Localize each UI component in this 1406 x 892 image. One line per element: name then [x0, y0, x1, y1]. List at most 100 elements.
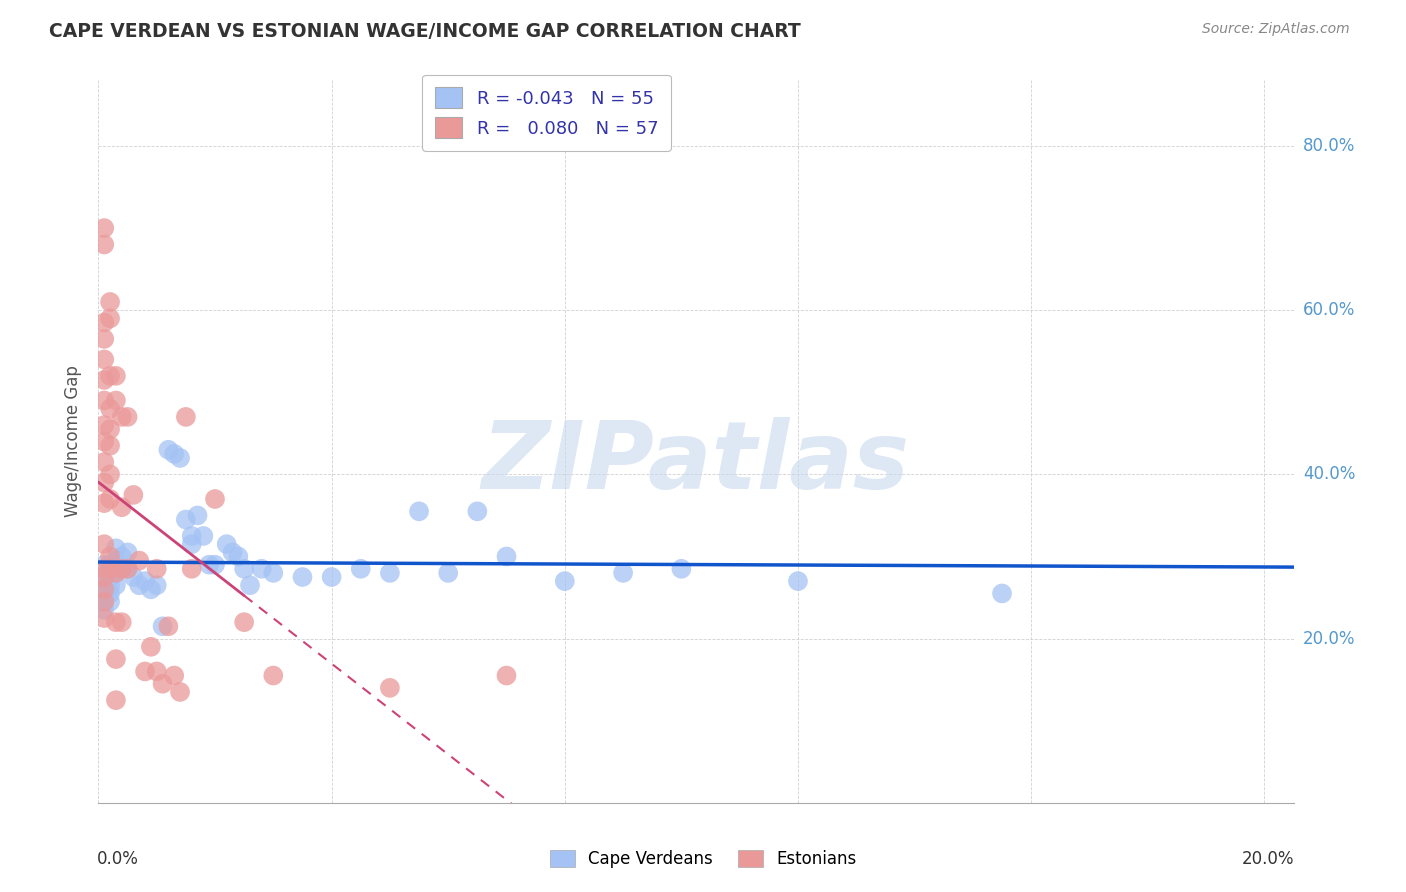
Point: [98, 401, 121, 416]
Point: [98, 295, 121, 310]
Point: [111, 549, 134, 564]
Point: [93, 316, 115, 330]
Point: [378, 566, 401, 580]
Point: [93, 475, 115, 490]
Point: [98, 311, 121, 326]
Point: [228, 549, 250, 564]
Point: [250, 562, 273, 576]
Point: [122, 488, 145, 502]
Point: [117, 545, 139, 559]
Point: [787, 574, 810, 588]
Point: [93, 373, 115, 387]
Point: [204, 558, 226, 572]
Point: [104, 368, 127, 383]
Point: [98, 586, 121, 600]
Y-axis label: Wage/Income Gap: Wage/Income Gap: [65, 366, 83, 517]
Point: [145, 578, 167, 592]
Point: [93, 332, 115, 346]
Point: [152, 619, 174, 633]
Text: 20.0%: 20.0%: [1243, 850, 1295, 868]
Point: [157, 619, 180, 633]
Point: [554, 574, 576, 588]
Point: [93, 455, 115, 469]
Point: [408, 504, 430, 518]
Point: [198, 558, 221, 572]
Point: [98, 491, 121, 506]
Point: [93, 237, 115, 252]
Point: [467, 504, 489, 518]
Text: 0.0%: 0.0%: [97, 850, 139, 868]
Point: [117, 562, 139, 576]
Point: [180, 537, 202, 551]
Point: [111, 615, 134, 630]
Point: [671, 562, 693, 576]
Point: [350, 562, 373, 576]
Legend: R = -0.043   N = 55, R =   0.080   N = 57: R = -0.043 N = 55, R = 0.080 N = 57: [422, 75, 671, 151]
Point: [139, 640, 162, 654]
Point: [180, 529, 202, 543]
Point: [98, 594, 121, 608]
Point: [152, 677, 174, 691]
Point: [495, 668, 517, 682]
Point: [991, 586, 1014, 600]
Point: [93, 611, 115, 625]
Point: [98, 549, 121, 564]
Point: [612, 566, 634, 580]
Point: [98, 558, 121, 572]
Point: [98, 439, 121, 453]
Point: [98, 570, 121, 584]
Legend: Cape Verdeans, Estonians: Cape Verdeans, Estonians: [543, 843, 863, 875]
Point: [104, 652, 127, 666]
Point: [98, 368, 121, 383]
Point: [93, 393, 115, 408]
Point: [93, 418, 115, 433]
Point: [117, 409, 139, 424]
Point: [174, 409, 197, 424]
Point: [134, 665, 156, 679]
Point: [180, 562, 202, 576]
Point: [163, 668, 186, 682]
Point: [93, 496, 115, 510]
Point: [93, 570, 115, 584]
Point: [233, 615, 256, 630]
Point: [104, 393, 127, 408]
Text: 80.0%: 80.0%: [1303, 137, 1355, 155]
Point: [145, 665, 167, 679]
Point: [215, 537, 238, 551]
Point: [193, 529, 215, 543]
Point: [128, 553, 150, 567]
Point: [93, 221, 115, 235]
Point: [378, 681, 401, 695]
Point: [291, 570, 314, 584]
Point: [104, 693, 127, 707]
Point: [93, 594, 115, 608]
Point: [221, 545, 243, 559]
Point: [104, 541, 127, 556]
Text: 60.0%: 60.0%: [1303, 301, 1355, 319]
Text: 40.0%: 40.0%: [1303, 466, 1355, 483]
Point: [186, 508, 208, 523]
Point: [93, 352, 115, 367]
Point: [169, 685, 191, 699]
Point: [93, 603, 115, 617]
Point: [104, 615, 127, 630]
Text: CAPE VERDEAN VS ESTONIAN WAGE/INCOME GAP CORRELATION CHART: CAPE VERDEAN VS ESTONIAN WAGE/INCOME GAP…: [49, 22, 801, 41]
Point: [98, 578, 121, 592]
Point: [128, 578, 150, 592]
Point: [204, 491, 226, 506]
Point: [93, 582, 115, 597]
Point: [163, 447, 186, 461]
Point: [104, 578, 127, 592]
Point: [104, 553, 127, 567]
Point: [93, 586, 115, 600]
Point: [262, 668, 284, 682]
Point: [134, 574, 156, 588]
Point: [174, 512, 197, 526]
Point: [111, 409, 134, 424]
Point: [93, 562, 115, 576]
Point: [93, 558, 115, 572]
Point: [111, 562, 134, 576]
Point: [145, 562, 167, 576]
Point: [93, 434, 115, 449]
Point: [98, 467, 121, 482]
